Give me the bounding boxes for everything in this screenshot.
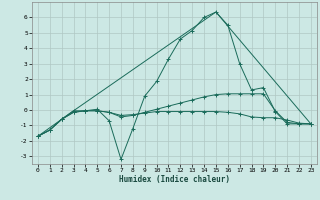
X-axis label: Humidex (Indice chaleur): Humidex (Indice chaleur) bbox=[119, 175, 230, 184]
